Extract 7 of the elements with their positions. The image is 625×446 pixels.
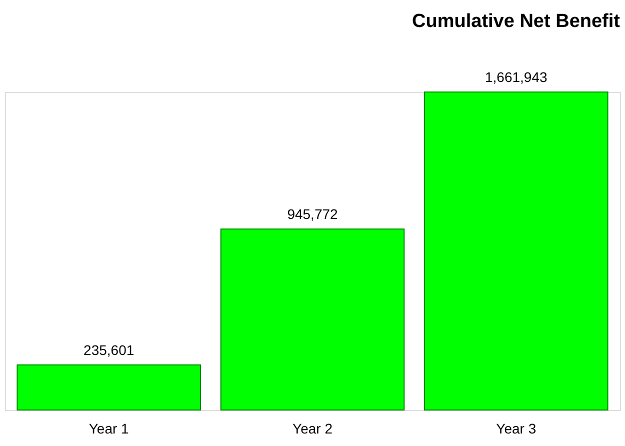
x-tick-label: Year 3 <box>496 420 536 436</box>
x-tick-label: Year 2 <box>292 420 333 436</box>
data-label: 1,661,943 <box>484 69 548 85</box>
x-tick-label: Year 1 <box>88 420 130 436</box>
data-label: 235,601 <box>84 342 134 358</box>
chart-title: Cumulative Net Benefit <box>412 11 621 32</box>
data-label: 945,772 <box>287 206 338 222</box>
